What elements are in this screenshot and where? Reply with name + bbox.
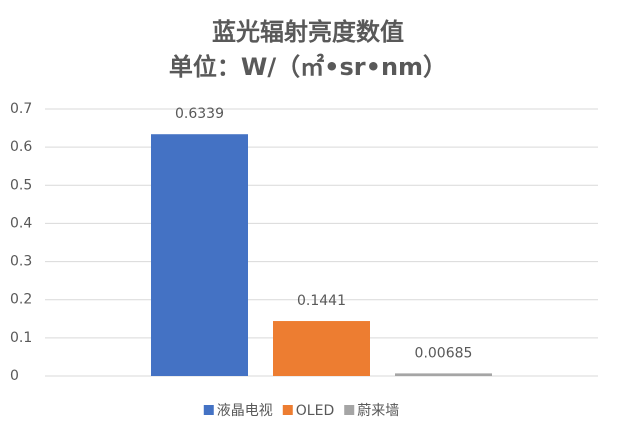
legend: 液晶电视 OLED 蔚来墙 bbox=[203, 403, 399, 419]
data-label: 0.1441 bbox=[297, 293, 346, 309]
legend-label: OLED bbox=[296, 403, 334, 419]
chart-title: 蓝光辐射亮度数值 bbox=[212, 18, 404, 46]
y-tick-label: 0.3 bbox=[10, 254, 32, 270]
chart-subtitle: 单位：W/（㎡•sr•nm） bbox=[169, 53, 447, 81]
bar bbox=[151, 134, 248, 376]
legend-label: 蔚来墙 bbox=[357, 403, 399, 419]
data-label: 0.00685 bbox=[415, 345, 473, 361]
y-tick-label: 0 bbox=[10, 368, 19, 384]
data-label: 0.6339 bbox=[175, 106, 224, 122]
y-tick-label: 0.2 bbox=[10, 292, 32, 308]
y-tick-label: 0.5 bbox=[10, 177, 32, 193]
y-tick-label: 0.6 bbox=[10, 139, 32, 155]
y-tick-label: 0.1 bbox=[10, 330, 32, 346]
y-tick-label: 0.4 bbox=[10, 215, 32, 231]
bar bbox=[273, 321, 370, 376]
legend-swatch bbox=[203, 405, 214, 415]
legend-swatch bbox=[282, 405, 293, 415]
legend-swatch bbox=[344, 405, 355, 415]
bar bbox=[395, 373, 492, 376]
legend-label: 液晶电视 bbox=[217, 403, 273, 419]
y-tick-label: 0.7 bbox=[10, 101, 32, 117]
